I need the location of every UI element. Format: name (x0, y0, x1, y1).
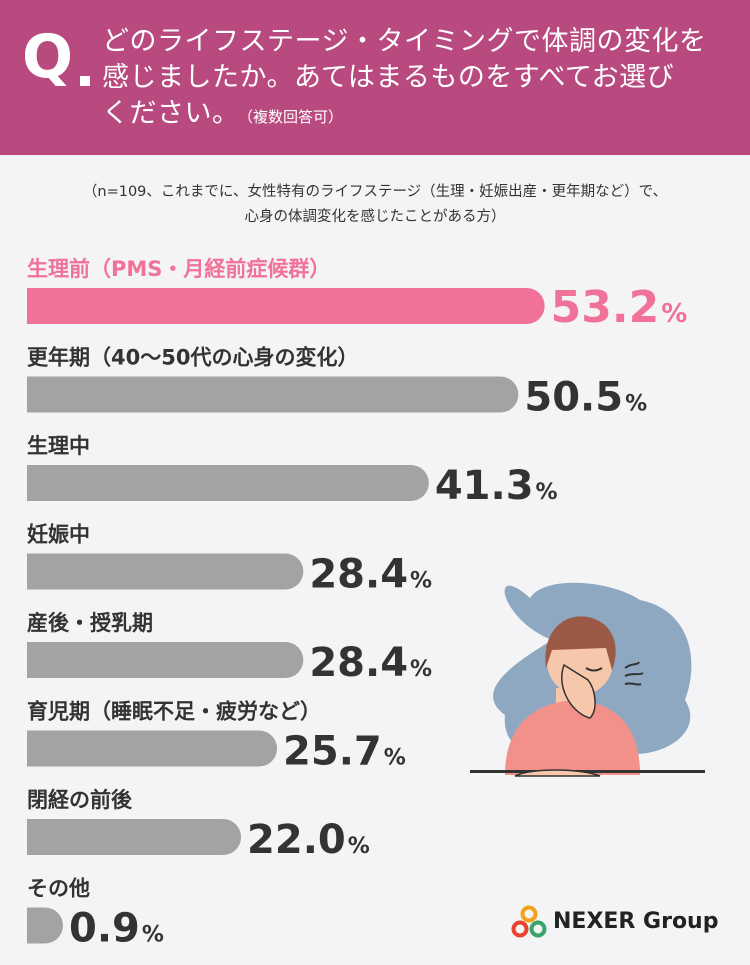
illustration-hair (545, 616, 616, 670)
percent-sign: % (384, 746, 406, 771)
question-dot (80, 76, 90, 86)
illustration-desk (470, 770, 705, 773)
sample-note-line2: 心身の体調変化を感じたことがある方） (244, 209, 506, 225)
value-label: 28.4 (309, 640, 408, 686)
percent-sign: % (142, 923, 164, 948)
nexer-logo-text: NEXER Group (553, 909, 719, 934)
sample-note-line1: （n=109、これまでに、女性特有のライフステージ（生理・妊娠出産・更年期など）… (82, 184, 668, 200)
bar (27, 819, 242, 855)
illustration-closed-eye (585, 667, 603, 672)
tired-woman-illustration (470, 582, 705, 777)
value-label: 0.9 (69, 906, 140, 952)
category-label: その他 (27, 877, 90, 901)
illustration-arm (514, 769, 601, 777)
illustration-body (505, 700, 640, 775)
value-label: 22.0 (247, 817, 346, 863)
category-label: 更年期（40〜50代の心身の変化） (27, 346, 358, 370)
percent-sign: % (661, 299, 687, 329)
category-label: 閉経の前後 (27, 788, 133, 812)
bar (27, 553, 304, 590)
question-text-line3-main: ください。 (102, 98, 240, 129)
category-label: 育児期（睡眠不足・疲労など） (27, 700, 321, 724)
value-label: 28.4 (309, 552, 408, 598)
question-text-line2: 感じましたか。あてはまるものをすべてお選び (102, 62, 675, 93)
category-label: 産後・授乳期 (27, 611, 153, 635)
category-label: 妊娠中 (27, 523, 90, 547)
value-label: 25.7 (283, 729, 382, 775)
question-text-line1: どのライフステージ・タイミングで体調の変化を (102, 26, 707, 57)
question-note: （複数回答可） (245, 108, 344, 126)
question-text-line3: ください。 （複数回答可） (102, 96, 343, 135)
bar (27, 907, 63, 944)
percent-sign: % (536, 480, 558, 505)
illustration-sigh-lines (624, 661, 644, 686)
bar (27, 465, 429, 501)
category-label: 生理中 (27, 434, 90, 458)
percent-sign: % (410, 569, 432, 594)
value-label: 50.5 (524, 375, 623, 421)
nexer-logo-icon (511, 905, 547, 938)
bar (27, 730, 278, 767)
percent-sign: % (348, 834, 370, 859)
question-letter: Q (22, 22, 74, 92)
category-label: 生理前（PMS・月経前症候群） (27, 257, 330, 281)
percent-sign: % (625, 392, 647, 417)
bar (27, 376, 519, 413)
bar (27, 288, 545, 324)
value-label: 53.2 (551, 282, 660, 333)
illustration-hand (561, 663, 596, 719)
percent-sign: % (410, 657, 432, 682)
value-label: 41.3 (435, 463, 534, 509)
question-header: Q どのライフステージ・タイミングで体調の変化を 感じましたか。あてはまるものを… (0, 0, 750, 155)
bar (27, 642, 304, 678)
